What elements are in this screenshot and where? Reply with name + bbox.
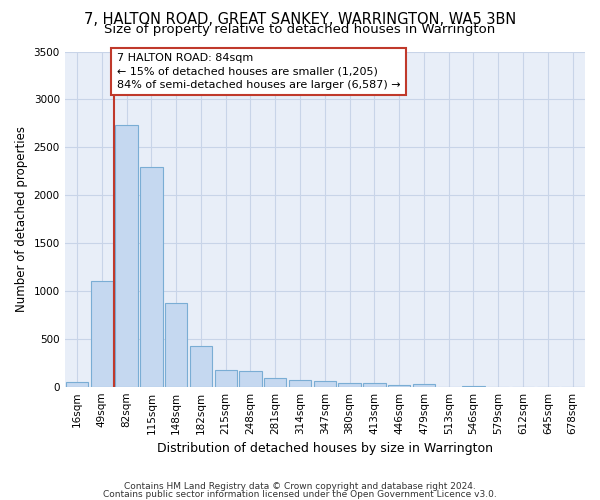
Bar [314,382,336,386]
Bar [215,370,237,386]
Bar [363,384,386,386]
Bar [264,378,286,386]
Bar [66,382,88,386]
Bar [165,303,187,386]
Bar [289,380,311,386]
Bar [140,168,163,386]
Text: 7, HALTON ROAD, GREAT SANKEY, WARRINGTON, WA5 3BN: 7, HALTON ROAD, GREAT SANKEY, WARRINGTON… [84,12,516,28]
X-axis label: Distribution of detached houses by size in Warrington: Distribution of detached houses by size … [157,442,493,455]
Bar [190,346,212,387]
Y-axis label: Number of detached properties: Number of detached properties [15,126,28,312]
Bar [338,383,361,386]
Text: Contains HM Land Registry data © Crown copyright and database right 2024.: Contains HM Land Registry data © Crown c… [124,482,476,491]
Bar [115,125,138,386]
Bar [388,385,410,386]
Text: 7 HALTON ROAD: 84sqm
← 15% of detached houses are smaller (1,205)
84% of semi-de: 7 HALTON ROAD: 84sqm ← 15% of detached h… [117,54,400,90]
Text: Size of property relative to detached houses in Warrington: Size of property relative to detached ho… [104,22,496,36]
Bar [239,371,262,386]
Bar [91,282,113,387]
Text: Contains public sector information licensed under the Open Government Licence v3: Contains public sector information licen… [103,490,497,499]
Bar [413,384,435,386]
